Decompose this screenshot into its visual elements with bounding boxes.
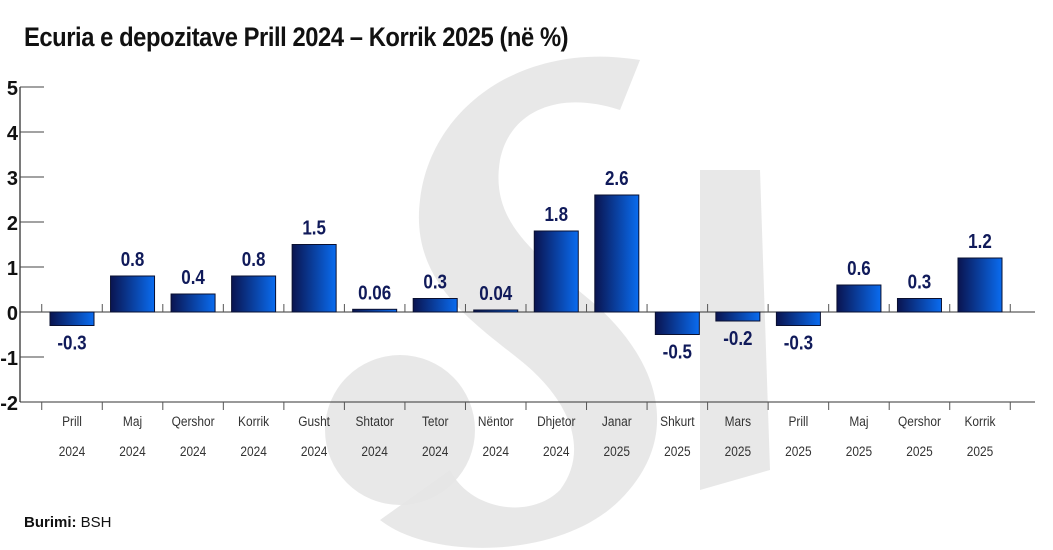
x-tick-label-month: Dhjetor	[537, 413, 576, 429]
x-tick-label-month: Janar	[602, 413, 632, 429]
bar	[110, 275, 156, 313]
x-tick-label-year: 2025	[664, 443, 690, 459]
data-label: -0.5	[663, 340, 692, 363]
x-tick-label-year: 2024	[59, 443, 85, 459]
x-tick-label-month: Maj	[849, 413, 868, 429]
x-tick-label-month: Mars	[725, 413, 752, 429]
source-value: BSH	[80, 514, 112, 531]
y-tick-label: 4	[7, 123, 19, 145]
data-label: 0.3	[423, 270, 447, 293]
data-label: 0.6	[847, 257, 871, 280]
x-tick-label-year: 2024	[543, 443, 569, 459]
data-label: 0.4	[181, 266, 205, 289]
x-tick-label-year: 2025	[604, 443, 630, 459]
x-tick-label-month: Korrik	[238, 413, 270, 429]
data-label: -0.3	[784, 331, 813, 354]
x-tick-label-month: Prill	[788, 413, 808, 429]
bar	[291, 244, 337, 313]
bar	[170, 293, 216, 313]
bar	[412, 298, 458, 313]
bar	[775, 311, 821, 326]
bar	[836, 284, 882, 313]
x-tick-label-month: Shtator	[355, 413, 394, 429]
bar	[957, 257, 1003, 313]
bar	[896, 298, 942, 313]
y-tick-label: 3	[7, 168, 18, 190]
x-tick-label-month: Gusht	[298, 413, 330, 429]
bar	[715, 311, 761, 322]
y-tick-label: 5	[7, 78, 18, 100]
x-tick-label-year: 2024	[422, 443, 448, 459]
x-tick-label-month: Shkurt	[660, 413, 695, 429]
x-tick-label-month: Qershor	[898, 413, 942, 429]
data-label: 1.5	[302, 216, 326, 239]
x-tick-label-year: 2025	[725, 443, 751, 459]
x-tick-label-year: 2024	[301, 443, 327, 459]
x-tick-label-month: Korrik	[964, 413, 996, 429]
data-label: -0.2	[723, 327, 752, 350]
data-label: 0.3	[908, 270, 932, 293]
y-tick-label: -1	[0, 348, 18, 370]
bar	[594, 194, 640, 313]
x-tick-label-month: Qershor	[172, 413, 216, 429]
data-label: 0.8	[242, 248, 266, 271]
x-tick-label-year: 2024	[119, 443, 145, 459]
bar	[231, 275, 277, 313]
x-tick-label-month: Maj	[123, 413, 142, 429]
data-label: 0.04	[479, 282, 513, 305]
data-label: 1.8	[544, 203, 568, 226]
watermark-logo	[325, 56, 770, 548]
y-tick-label: 2	[7, 213, 18, 235]
x-tick-label-year: 2025	[846, 443, 872, 459]
data-label: -0.3	[57, 331, 86, 354]
y-tick-label: -2	[0, 393, 18, 415]
x-tick-label-month: Prill	[62, 413, 82, 429]
y-tick-label: 1	[7, 258, 18, 280]
x-tick-label-year: 2024	[240, 443, 266, 459]
bar	[352, 308, 398, 313]
data-label: 1.2	[968, 230, 992, 253]
bar	[533, 230, 579, 313]
x-tick-label-year: 2025	[906, 443, 932, 459]
bar	[49, 311, 95, 326]
bar	[654, 311, 700, 335]
data-label: 0.06	[358, 281, 391, 304]
source-label: Burimi:	[24, 514, 77, 531]
x-tick-label-month: Tetor	[422, 413, 449, 429]
x-tick-label-year: 2025	[785, 443, 811, 459]
chart-title: Ecuria e depozitave Prill 2024 – Korrik …	[24, 22, 569, 52]
source-note: Burimi: BSH	[24, 514, 112, 531]
data-label: 2.6	[605, 167, 629, 190]
x-tick-label-year: 2024	[483, 443, 509, 459]
x-tick-label-year: 2024	[361, 443, 387, 459]
bar	[473, 309, 519, 313]
data-label: 0.8	[121, 248, 145, 271]
x-tick-label-month: Nëntor	[478, 413, 514, 429]
x-tick-label-year: 2024	[180, 443, 206, 459]
y-tick-label: 0	[7, 303, 18, 325]
x-tick-label-year: 2025	[967, 443, 993, 459]
